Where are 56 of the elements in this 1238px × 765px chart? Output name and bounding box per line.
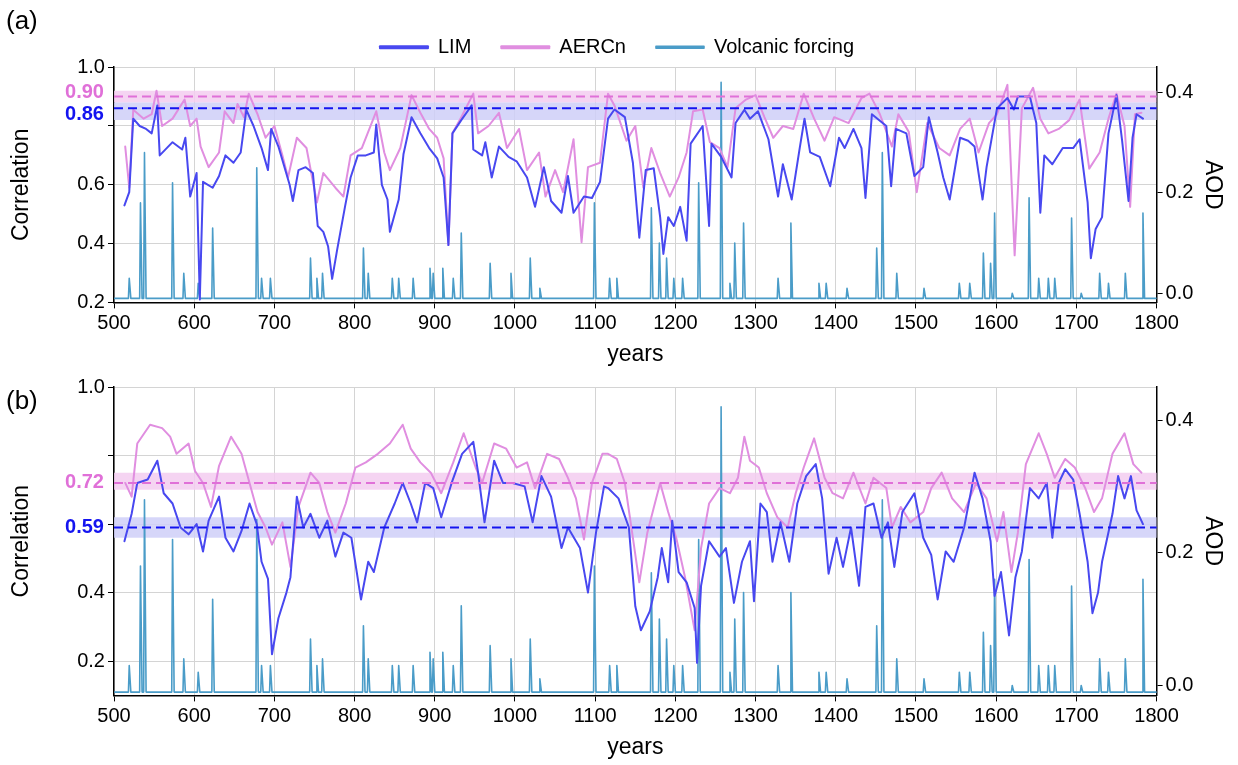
ref-line-label: 0.86 [65,101,104,124]
y-tick-label: 1.0 [77,54,105,77]
ref-line-label: 0.72 [65,470,104,493]
y2-axis-title: AOD [1200,159,1227,210]
x-tick-label: 1300 [733,310,778,333]
y2-tick-label: 0.0 [1165,672,1194,695]
ref-line-label: 0.59 [65,515,104,538]
x-tick-label: 600 [177,310,211,333]
y-axis-title: Correlation [7,128,34,242]
x-tick-label: 900 [418,310,452,333]
chart-title: (a) [6,4,38,35]
x-tick-label: 600 [177,703,211,726]
legend-label: Volcanic forcing [713,34,855,57]
x-tick-label: 1200 [653,703,698,726]
x-tick-label: 900 [418,703,452,726]
x-tick-label: 1700 [1054,310,1099,333]
x-tick-label: 1300 [733,703,778,726]
y-tick-label: 0.4 [77,231,105,254]
y-axis-title: Correlation [7,484,34,598]
x-tick-label: 500 [97,310,131,333]
x-tick-label: 700 [257,310,292,333]
x-tick-label: 1700 [1054,703,1099,726]
x-tick-label: 1000 [492,703,538,726]
y-tick-label: 0.2 [77,289,105,312]
x-tick-label: 1100 [573,703,617,726]
x-axis-title: years [607,339,664,366]
x-tick-label: 1800 [1134,310,1179,333]
y-tick-label: 1.0 [77,374,105,397]
x-tick-label: 1200 [653,310,698,333]
legend-label: LIM [437,34,472,57]
y2-tick-label: 0.0 [1165,280,1194,303]
x-axis-title: years [607,732,664,759]
x-tick-label: 1800 [1134,703,1179,726]
y-tick-label: 0.6 [77,172,105,195]
x-tick-label: 500 [97,703,131,726]
x-tick-label: 1100 [573,310,617,333]
x-tick-label: 1500 [893,703,939,726]
y-tick-label: 0.2 [77,648,105,671]
y-tick-label: 0.4 [77,580,105,603]
y2-axis-title: AOD [1200,516,1227,567]
x-tick-label: 1600 [973,703,1019,726]
x-tick-label: 1400 [813,703,859,726]
y2-tick-label: 0.2 [1165,180,1194,203]
x-tick-label: 1400 [813,310,859,333]
x-tick-label: 800 [337,310,372,333]
x-tick-label: 1500 [893,310,939,333]
y2-tick-label: 0.4 [1165,79,1194,102]
legend-label: AERCn [559,34,626,57]
x-tick-label: 800 [337,703,372,726]
y2-tick-label: 0.4 [1165,407,1194,430]
chart-title: (b) [6,384,38,415]
x-tick-label: 1600 [973,310,1019,333]
y2-tick-label: 0.2 [1165,540,1194,563]
x-tick-label: 700 [257,703,292,726]
ref-line-label: 0.90 [65,80,104,103]
x-tick-label: 1000 [492,310,538,333]
